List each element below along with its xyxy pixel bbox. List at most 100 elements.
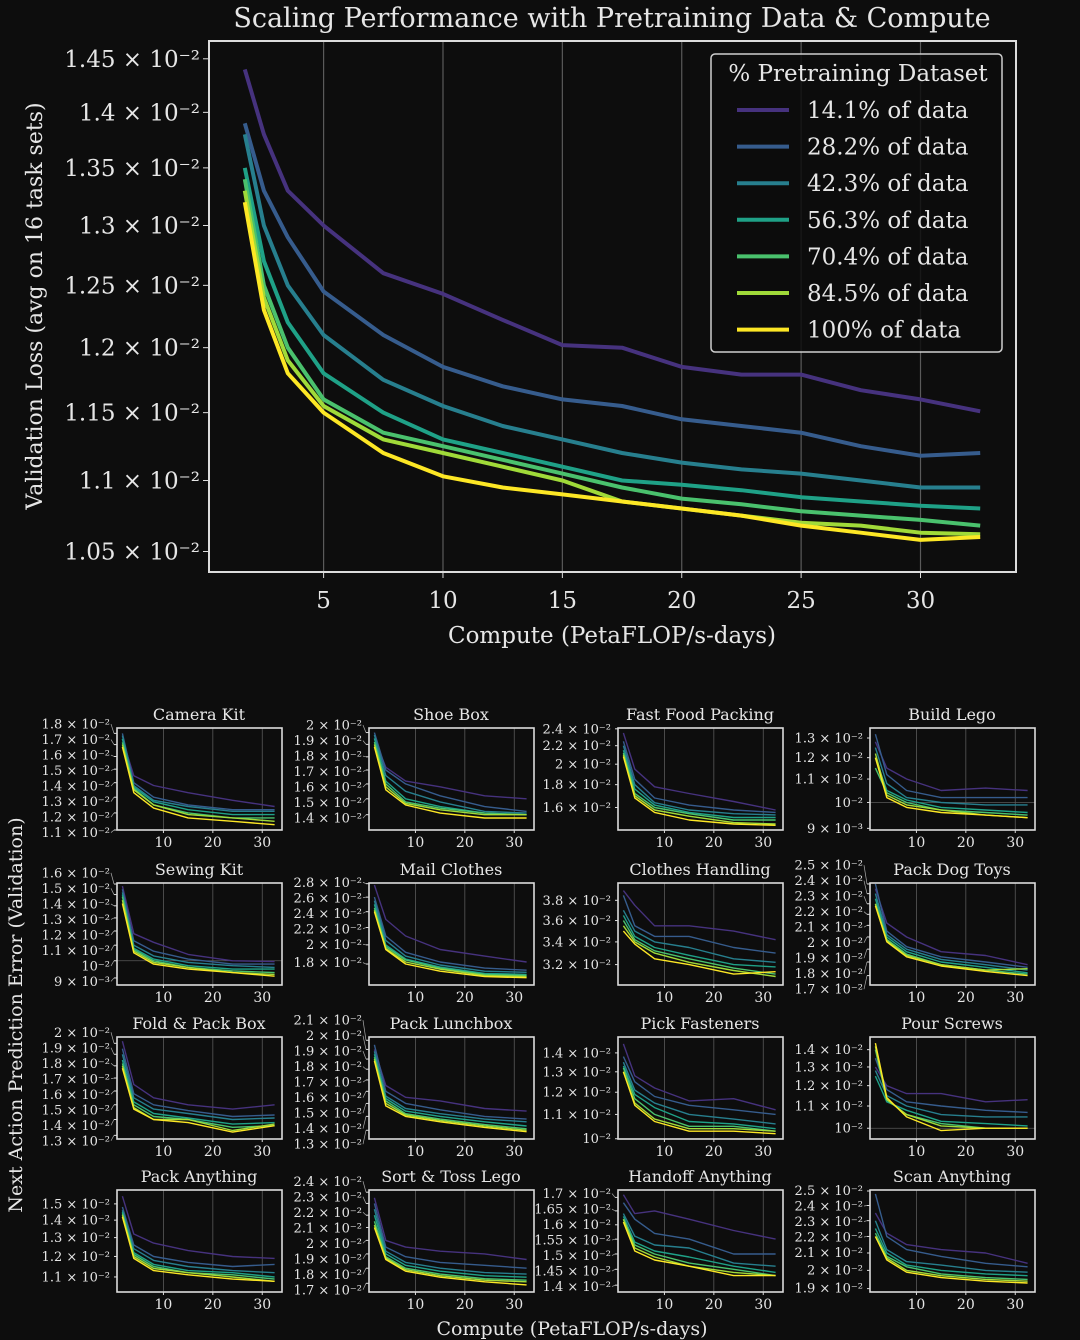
y-tick-leader (611, 1208, 616, 1212)
y-tick-label: 1.4 × 10⁻² (795, 1043, 863, 1058)
x-tick-label: 30 (505, 1144, 523, 1160)
y-tick-label: 1.9 × 10⁻² (294, 1252, 362, 1267)
y-tick-leader (110, 812, 115, 818)
y-tick-leader (863, 1236, 868, 1238)
y-tick-label: 1.4 × 10⁻² (543, 1046, 611, 1061)
y-tick-label: 9 × 10⁻³ (54, 975, 110, 990)
y-tick-label: 1.8 × 10⁻² (294, 956, 362, 971)
panel-title: Build Lego (908, 705, 996, 724)
series-line-5 (373, 1058, 527, 1131)
series-line-6 (373, 1227, 527, 1286)
y-tick-label: 2.4 × 10⁻² (543, 722, 611, 737)
x-tick-label: 20 (456, 1144, 474, 1160)
panels-x-axis-label: Compute (PetaFLOP/s-days) (437, 1318, 708, 1340)
series-line-2 (121, 1054, 275, 1121)
y-tick-leader (863, 1205, 868, 1207)
y-tick-label: 1.5 × 10⁻² (294, 796, 362, 811)
panel-title: Scan Anything (893, 1167, 1011, 1186)
x-tick-label: 30 (1006, 835, 1024, 851)
y-tick-label: 2.4 × 10⁻² (795, 1200, 863, 1215)
x-tick-label: 30 (754, 1297, 772, 1313)
y-tick-label: 1.1 × 10⁻² (42, 1270, 110, 1285)
y-tick-leader (362, 911, 367, 914)
y-tick-label: 1.8 × 10⁻² (42, 718, 110, 733)
x-tick-label: 10 (407, 1297, 425, 1313)
y-tick-label: 2 × 10⁻² (555, 758, 611, 773)
x-tick-label: 20 (705, 835, 723, 851)
series-line-0 (121, 738, 275, 808)
series-line-4 (121, 1063, 275, 1129)
y-tick-label: 2.1 × 10⁻² (795, 1246, 863, 1261)
y-tick-label: 2 × 10⁻² (306, 1029, 362, 1044)
y-tick-label: 1.2 × 10⁻² (42, 928, 110, 943)
y-tick-label: 1.1 × 10⁻² (543, 1108, 611, 1123)
series-line-1 (622, 741, 776, 814)
y-tick-label: 1.8 × 10⁻² (543, 778, 611, 793)
y-tick-label: 10⁻² (81, 959, 110, 974)
main-chart-title: Scaling Performance with Pretraining Dat… (233, 3, 990, 34)
y-tick-leader (611, 1269, 616, 1272)
y-tick-label: 1.3 × 10⁻² (42, 795, 110, 810)
y-tick-leader (110, 1135, 115, 1141)
legend-label: 100% of data (807, 318, 961, 344)
plot-frame (368, 1189, 535, 1293)
x-tick-label: 20 (957, 835, 975, 851)
x-tick-label: 10 (908, 990, 926, 1006)
panel-title: Shoe Box (413, 705, 489, 724)
legend-label: 42.3% of data (807, 171, 969, 197)
y-tick-label: 1.8 × 10⁻² (294, 1060, 362, 1075)
plot-frame (617, 727, 784, 831)
y-tick-leader (863, 880, 868, 894)
series-line-6 (121, 1216, 275, 1282)
series-line-1 (121, 889, 275, 965)
y-tick-leader (362, 1196, 367, 1204)
legend-label: 56.3% of data (807, 208, 969, 234)
x-tick-label: 20 (204, 835, 222, 851)
series-line-4 (373, 741, 527, 816)
panel-title: Sewing Kit (155, 860, 244, 879)
series-line-1 (874, 734, 1028, 799)
y-tick-label: 1.7 × 10⁻² (795, 983, 863, 998)
task-panel: Shoe Box 10 20 30 2 × 10⁻²1.9 × 10⁻²1.8 × 10… (294, 705, 535, 851)
y-tick-leader (362, 1212, 367, 1216)
task-panel: Sort & Toss Lego 10 20 30 2.4 × 10⁻²2.3 × 10… (294, 1167, 535, 1313)
task-panel: Pack Anything 10 20 30 1.5 × 10⁻² 1.4 × 10⁻² 1… (42, 1167, 283, 1313)
x-tick-label: 30 (1006, 1297, 1024, 1313)
panel-title: Mail Clothes (400, 860, 503, 879)
y-tick-leader (110, 782, 115, 787)
y-tick-leader (110, 739, 115, 745)
y-tick-label: 1.1 × 10⁻² (795, 1099, 863, 1114)
task-panel: Camera Kit 10 20 30 1.8 × 10⁻²1.7 × 10⁻²1.6 … (42, 705, 283, 851)
y-tick-label: 1.2 × 10⁻² (79, 336, 200, 362)
y-tick-label: 2 × 10⁻² (54, 1026, 110, 1041)
y-tick-leader (611, 1253, 616, 1256)
y-tick-label: 2.3 × 10⁻² (795, 890, 863, 905)
y-tick-label: 1.7 × 10⁻² (294, 1283, 362, 1298)
series-line-6 (242, 201, 981, 542)
y-tick-label: 2 × 10⁻² (306, 938, 362, 953)
series-line-0 (373, 738, 527, 800)
x-tick-label: 30 (906, 588, 935, 614)
y-tick-label: 2.4 × 10⁻² (294, 1175, 362, 1190)
y-tick-label: 1.9 × 10⁻² (42, 1041, 110, 1056)
y-tick-leader (110, 1119, 115, 1126)
y-tick-leader (362, 1116, 367, 1129)
series-line-0 (622, 732, 776, 811)
series-line-3 (622, 1065, 776, 1130)
y-tick-label: 2.2 × 10⁻² (795, 1231, 863, 1246)
series-line-6 (121, 746, 275, 826)
series-line-2 (622, 745, 776, 816)
legend-item: 70.4% of data (737, 244, 969, 270)
series-line-0 (622, 1194, 776, 1240)
y-tick-label: 1.1 × 10⁻² (795, 773, 863, 788)
x-tick-label: 30 (1006, 1144, 1024, 1160)
plot-frame (869, 882, 1036, 986)
y-tick-leader (362, 962, 367, 965)
y-tick-label: 3.4 × 10⁻² (543, 935, 611, 950)
y-tick-leader (863, 1220, 868, 1222)
series-line-0 (373, 1049, 527, 1112)
y-tick-label: 3.6 × 10⁻² (543, 914, 611, 929)
x-tick-label: 30 (253, 990, 271, 1006)
